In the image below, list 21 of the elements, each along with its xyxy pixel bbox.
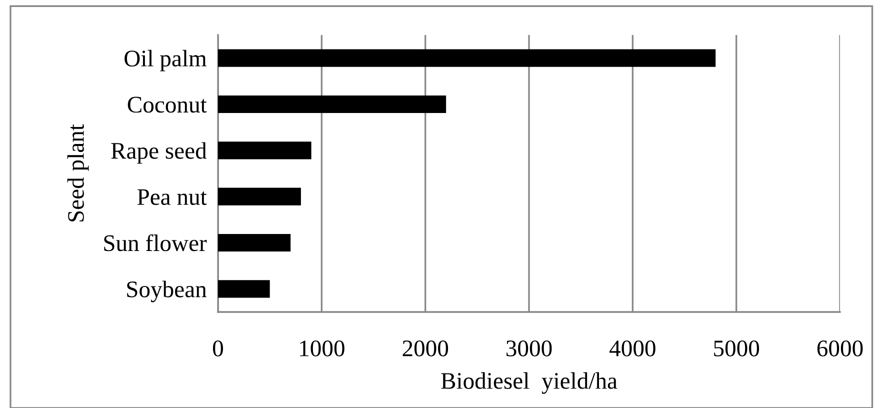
x-tick-label: 6000 xyxy=(817,340,863,356)
x-tick-label: 3000 xyxy=(506,340,552,356)
bar xyxy=(218,142,312,160)
x-tick-label: 5000 xyxy=(714,340,760,356)
bar xyxy=(218,49,716,67)
y-axis-title: Seed plant xyxy=(67,124,89,222)
bar xyxy=(218,188,301,206)
bar xyxy=(218,234,291,252)
y-tick-label: Pea nut xyxy=(137,189,207,206)
y-tick-label: Oil palm xyxy=(124,50,207,72)
x-tick-label: 4000 xyxy=(610,340,656,356)
y-tick-label: Sun flower xyxy=(104,234,207,252)
x-tick-label: 1000 xyxy=(300,340,344,356)
x-tick-label: 0 xyxy=(212,340,224,356)
y-tick-label: Coconut xyxy=(128,96,207,113)
x-axis-title: Biodiesel yield/ha xyxy=(441,372,618,394)
bar xyxy=(218,280,270,298)
y-tick-label: Soybean xyxy=(127,280,207,302)
bar xyxy=(218,95,446,114)
y-tick-label: Rape seed xyxy=(111,142,207,164)
x-tick-label: 2000 xyxy=(402,340,448,356)
